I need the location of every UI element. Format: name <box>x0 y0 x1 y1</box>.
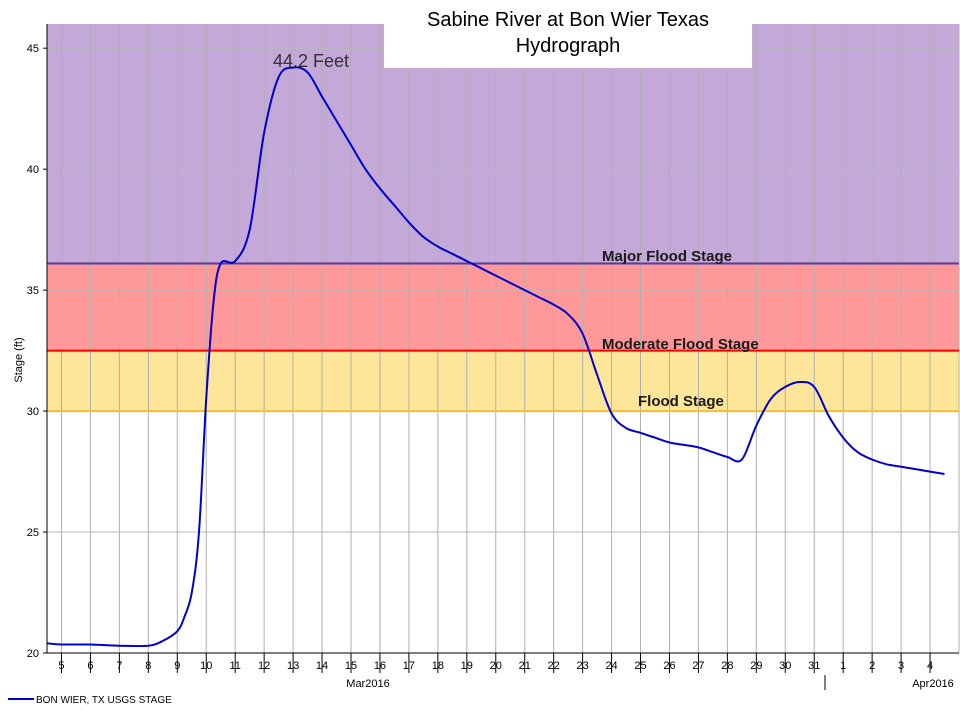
chart-title: Sabine River at Bon Wier Texas <box>427 9 709 31</box>
chart-subtitle: Hydrograph <box>515 35 621 57</box>
y-tick-label: 40 <box>27 164 39 176</box>
flood-stage-bands <box>47 24 959 412</box>
y-tick-label: 45 <box>27 43 39 55</box>
chart-title-box: Sabine River at Bon Wier Texas Hydrograp… <box>384 0 752 68</box>
flood-stage-label: Flood Stage <box>638 393 724 410</box>
y-tick-label: 20 <box>27 648 39 660</box>
moderate-flood-band <box>47 263 959 351</box>
y-tick-label: 25 <box>27 527 39 539</box>
y-tick-label: 35 <box>27 285 39 297</box>
axes: 2025303540455678910111213141516171819202… <box>27 24 959 690</box>
grid-lines <box>47 24 960 654</box>
y-tick-label: 30 <box>27 406 39 418</box>
legend-entry-label: BON WIER, TX USGS STAGE <box>36 695 172 706</box>
flood-band <box>47 350 959 412</box>
series-layer <box>46 66 945 648</box>
major-flood-stage-label: Major Flood Stage <box>602 248 732 265</box>
series-line <box>46 66 945 648</box>
flood-stage-lines <box>47 262 959 413</box>
chart-labels: 44.2 Feet Stage (ft) Major Flood Stage M… <box>13 51 954 690</box>
moderate-flood-stage-label: Moderate Flood Stage <box>602 336 759 353</box>
y-axis-label: Stage (ft) <box>13 337 25 382</box>
legend: BON WIER, TX USGS STAGE <box>8 695 172 706</box>
peak-annotation: 44.2 Feet <box>273 51 349 71</box>
month-label-apr: Apr2016 <box>912 678 954 690</box>
month-label-mar: Mar2016 <box>346 678 389 690</box>
